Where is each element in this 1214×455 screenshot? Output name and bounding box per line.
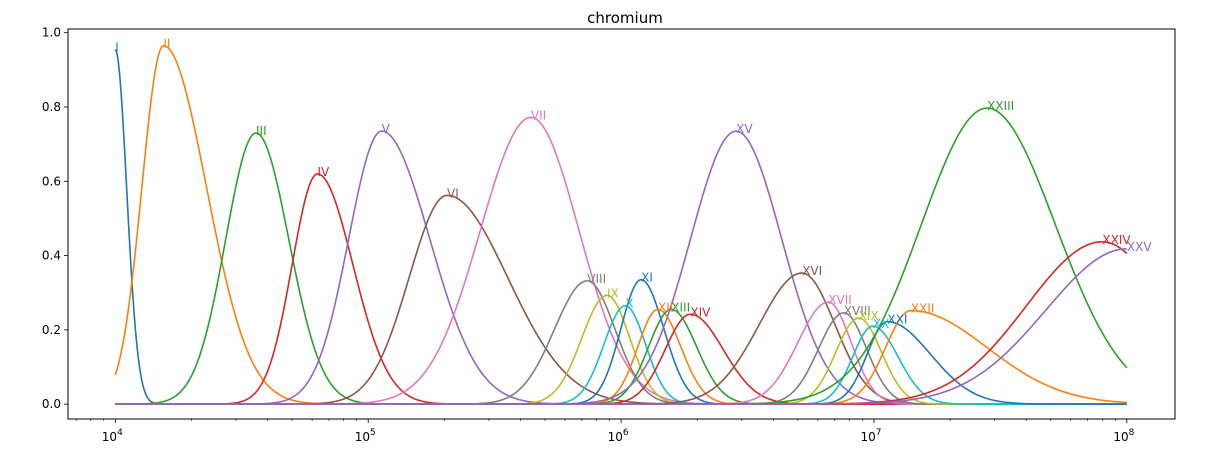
series-label-xxiii: XXIII — [987, 99, 1014, 113]
series-label-xi: XI — [641, 271, 653, 285]
series-label-xvi: XVI — [802, 264, 822, 278]
y-tick-label: 0.0 — [42, 397, 61, 411]
series-label-xxv: XXV — [1127, 240, 1152, 254]
plot-frame — [67, 28, 1176, 420]
series-label-iv: IV — [318, 165, 331, 179]
series-label-xx: XX — [873, 317, 889, 331]
y-tick-label: 0.8 — [42, 100, 61, 114]
series-label-ii: II — [163, 37, 170, 51]
series-label-iii: III — [256, 124, 267, 138]
series-label-xiv: XIV — [690, 305, 711, 319]
series-label-v: V — [382, 122, 391, 136]
series-label-viii: VIII — [587, 272, 606, 286]
series-label-xxii: XXII — [911, 302, 935, 316]
y-tick-label: 0.2 — [42, 323, 61, 337]
chart-title: chromium — [587, 9, 663, 27]
series-label-xix: XIX — [859, 309, 879, 323]
series-label-xxi: XXI — [887, 313, 907, 327]
series-label-x: X — [625, 297, 633, 311]
series-label-ix: IX — [607, 286, 619, 300]
y-tick-label: 0.6 — [42, 174, 61, 188]
y-tick-label: 1.0 — [42, 26, 61, 40]
series-label-vi: VI — [447, 186, 459, 200]
series-label-xv: XV — [736, 122, 753, 136]
series-label-xii: XII — [658, 300, 673, 314]
series-line-xxv — [115, 248, 1127, 405]
x-tick-label: 106 — [608, 428, 629, 444]
x-tick-label: 104 — [102, 428, 123, 444]
x-tick-label: 105 — [355, 428, 376, 444]
series-label-vii: VII — [531, 108, 546, 122]
x-tick-label: 107 — [860, 428, 881, 444]
series-label-xiii: XIII — [671, 300, 690, 314]
series-label-xxiv: XXIV — [1102, 233, 1131, 247]
series-label-xviii: XVIII — [844, 304, 871, 318]
x-tick-label: 108 — [1113, 428, 1134, 444]
series-label-xvii: XVII — [828, 293, 852, 307]
y-tick-label: 0.4 — [42, 249, 61, 263]
series-label-i: I — [115, 40, 119, 54]
